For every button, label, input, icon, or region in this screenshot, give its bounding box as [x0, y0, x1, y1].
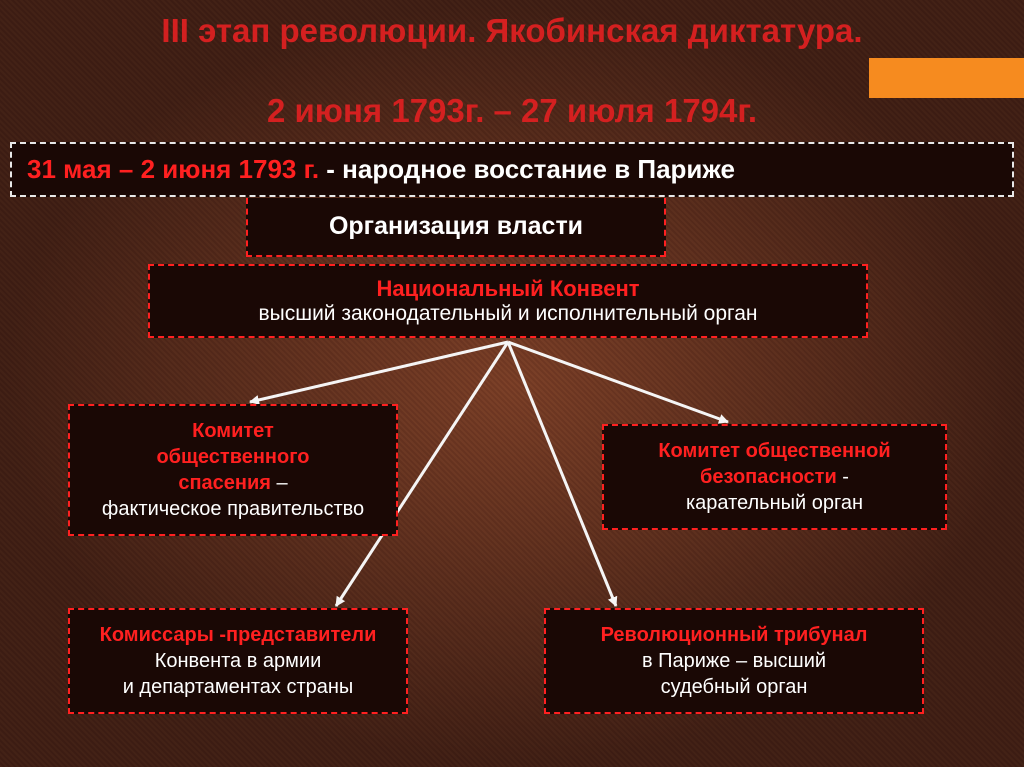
- node-tribunal: Революционный трибунал в Париже – высший…: [544, 608, 924, 714]
- node-security-dash: -: [837, 466, 849, 488]
- node-commissars-desc-2: и департаментах страны: [80, 674, 396, 700]
- node-salvation-desc: фактическое правительство: [80, 496, 386, 522]
- slide-subtitle: 2 июня 1793г. – 27 июля 1794г.: [0, 92, 1024, 130]
- node-salvation: Комитет общественного спасения – фактиче…: [68, 404, 398, 536]
- node-security: Комитет общественной безопасности - кара…: [602, 424, 947, 530]
- banner-text: - народное восстание в Париже: [319, 154, 735, 184]
- node-tribunal-title: Революционный трибунал: [556, 622, 912, 648]
- convent-desc: высший законодательный и исполнительный …: [160, 302, 856, 326]
- node-salvation-title-3: спасения: [178, 472, 271, 494]
- node-salvation-title-1: Комитет: [80, 418, 386, 444]
- node-tribunal-desc-2: судебный орган: [556, 674, 912, 700]
- node-salvation-title-2: общественного: [80, 444, 386, 470]
- node-commissars-desc-1: Конвента в армии: [80, 648, 396, 674]
- node-security-title: Комитет общественной безопасности: [658, 440, 890, 488]
- convent-title: Национальный Конвент: [160, 276, 856, 302]
- node-commissars: Комиссары -представители Конвента в арми…: [68, 608, 408, 714]
- node-commissars-title: Комиссары -представители: [80, 622, 396, 648]
- node-tribunal-desc-1: в Париже – высший: [556, 648, 912, 674]
- convent-box: Национальный Конвент высший законодатель…: [148, 264, 868, 338]
- node-salvation-dash: –: [271, 472, 288, 494]
- node-security-desc: карательный орган: [614, 490, 935, 516]
- event-banner: 31 мая – 2 июня 1793 г. - народное восст…: [10, 142, 1014, 197]
- slide-title: III этап революции. Якобинская диктатура…: [0, 12, 1024, 50]
- banner-date: 31 мая – 2 июня 1793 г.: [27, 154, 319, 184]
- org-header-box: Организация власти: [246, 198, 666, 257]
